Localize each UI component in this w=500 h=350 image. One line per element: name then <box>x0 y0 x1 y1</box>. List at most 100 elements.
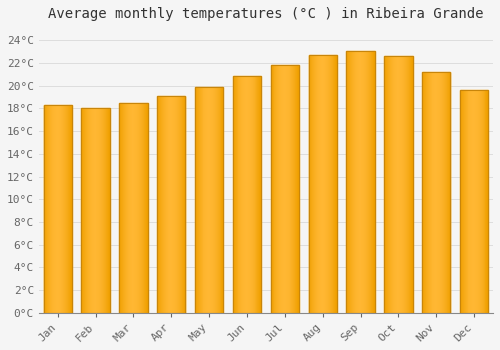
Bar <box>385 56 386 313</box>
Bar <box>279 65 280 313</box>
Bar <box>124 103 125 313</box>
Bar <box>389 56 390 313</box>
Bar <box>70 105 71 313</box>
Bar <box>180 96 181 313</box>
Bar <box>127 103 128 313</box>
Bar <box>98 108 100 313</box>
Bar <box>308 55 310 313</box>
Bar <box>403 56 404 313</box>
Bar <box>82 108 110 313</box>
Bar <box>208 87 209 313</box>
Bar <box>108 108 109 313</box>
Bar <box>172 96 173 313</box>
Bar <box>200 87 202 313</box>
Bar <box>198 87 200 313</box>
Bar <box>138 103 139 313</box>
Bar <box>331 55 332 313</box>
Bar <box>174 96 175 313</box>
Bar <box>479 90 480 313</box>
Bar <box>409 56 410 313</box>
Bar <box>354 51 355 313</box>
Bar <box>332 55 333 313</box>
Bar <box>476 90 477 313</box>
Bar <box>396 56 398 313</box>
Bar <box>211 87 212 313</box>
Bar <box>173 96 174 313</box>
Bar <box>391 56 392 313</box>
Bar <box>143 103 144 313</box>
Bar <box>472 90 473 313</box>
Bar <box>481 90 482 313</box>
Bar <box>123 103 124 313</box>
Bar <box>317 55 318 313</box>
Bar <box>145 103 146 313</box>
Bar <box>233 76 234 313</box>
Bar <box>466 90 468 313</box>
Bar <box>368 51 369 313</box>
Bar <box>336 55 337 313</box>
Bar <box>141 103 142 313</box>
Bar <box>159 96 160 313</box>
Bar <box>242 76 243 313</box>
Bar <box>404 56 405 313</box>
Bar <box>249 76 250 313</box>
Bar <box>162 96 163 313</box>
Bar <box>428 72 430 313</box>
Bar <box>351 51 352 313</box>
Bar <box>251 76 252 313</box>
Bar <box>197 87 198 313</box>
Bar <box>486 90 488 313</box>
Bar <box>213 87 214 313</box>
Bar <box>87 108 88 313</box>
Bar <box>422 72 423 313</box>
Bar <box>423 72 424 313</box>
Bar <box>126 103 127 313</box>
Bar <box>286 65 287 313</box>
Bar <box>280 65 281 313</box>
Bar <box>195 87 196 313</box>
Bar <box>430 72 432 313</box>
Bar <box>144 103 145 313</box>
Bar <box>297 65 298 313</box>
Bar <box>176 96 177 313</box>
Bar <box>322 55 324 313</box>
Bar <box>470 90 472 313</box>
Bar <box>163 96 164 313</box>
Bar <box>157 96 186 313</box>
Bar <box>406 56 407 313</box>
Bar <box>137 103 138 313</box>
Bar <box>212 87 213 313</box>
Bar <box>233 76 261 313</box>
Title: Average monthly temperatures (°C ) in Ribeira Grande: Average monthly temperatures (°C ) in Ri… <box>48 7 484 21</box>
Bar <box>438 72 439 313</box>
Bar <box>130 103 132 313</box>
Bar <box>85 108 86 313</box>
Bar <box>168 96 170 313</box>
Bar <box>283 65 284 313</box>
Bar <box>92 108 94 313</box>
Bar <box>250 76 251 313</box>
Bar <box>422 72 450 313</box>
Bar <box>326 55 328 313</box>
Bar <box>258 76 260 313</box>
Bar <box>287 65 288 313</box>
Bar <box>68 105 69 313</box>
Bar <box>353 51 354 313</box>
Bar <box>432 72 434 313</box>
Bar <box>369 51 370 313</box>
Bar <box>44 105 46 313</box>
Bar <box>349 51 350 313</box>
Bar <box>48 105 49 313</box>
Bar <box>372 51 373 313</box>
Bar <box>384 56 385 313</box>
Bar <box>238 76 240 313</box>
Bar <box>53 105 54 313</box>
Bar <box>270 65 272 313</box>
Bar <box>157 96 158 313</box>
Bar <box>290 65 292 313</box>
Bar <box>218 87 220 313</box>
Bar <box>400 56 402 313</box>
Bar <box>125 103 126 313</box>
Bar <box>437 72 438 313</box>
Bar <box>461 90 462 313</box>
